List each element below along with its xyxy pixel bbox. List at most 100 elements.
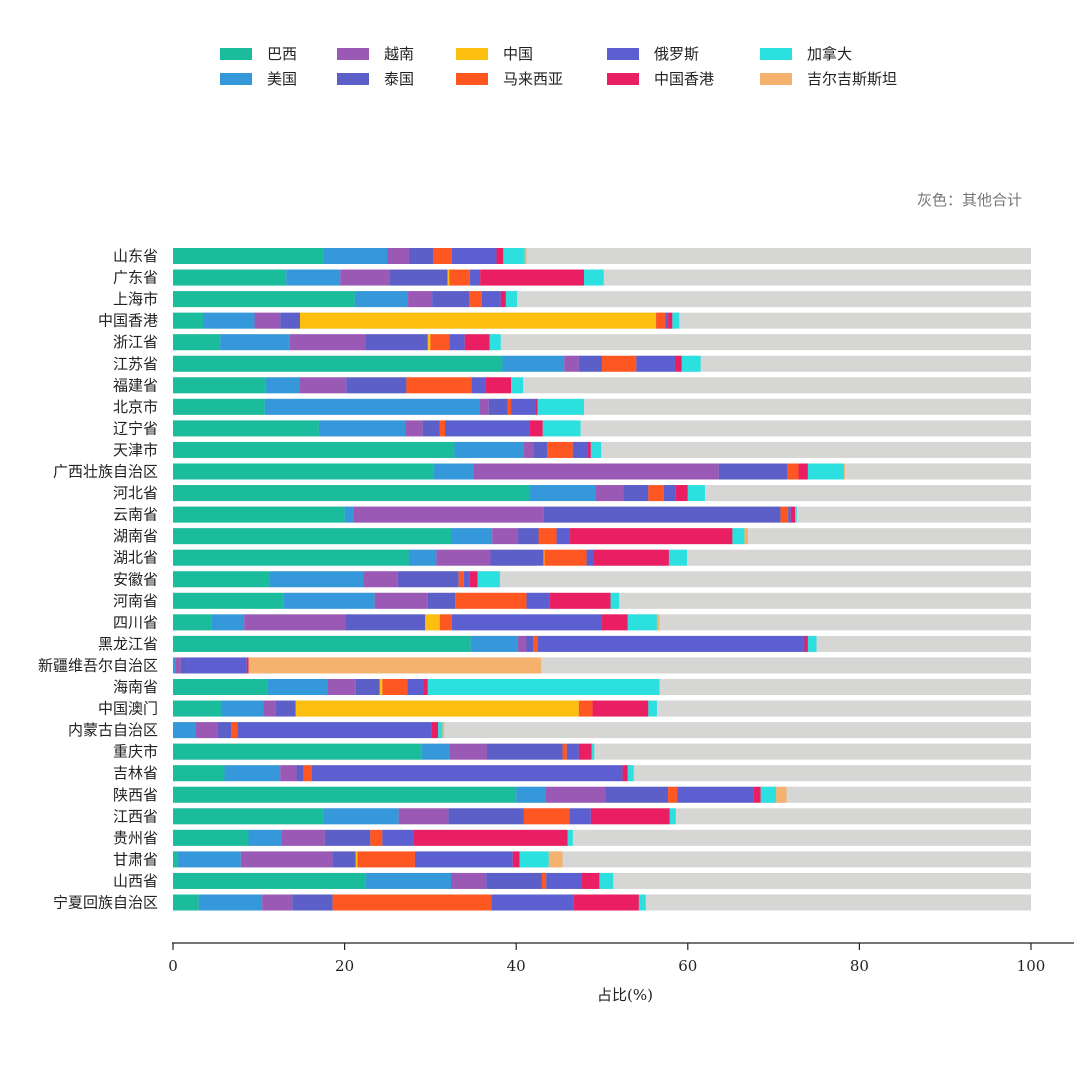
bar-row-19	[173, 635, 1031, 652]
legend-swatch	[760, 48, 792, 60]
bar-segment-9	[505, 291, 518, 308]
bar-segment-4	[623, 485, 649, 502]
bar-segment-2	[516, 786, 546, 803]
bar-segment-2	[470, 635, 518, 652]
bar-segment-1	[173, 291, 355, 308]
legend-swatch	[456, 73, 488, 85]
legend-label: 俄罗斯	[654, 45, 699, 63]
legend-label: 吉尔吉斯斯坦	[807, 70, 897, 88]
bar-segment-9	[681, 355, 701, 372]
bar-segment-6	[432, 248, 452, 264]
bar-segment-5	[355, 851, 358, 868]
x-tick-label: 60	[678, 957, 697, 975]
bar-segment-1	[173, 269, 287, 286]
bar-row-12	[173, 485, 1031, 502]
bar-segment-1	[173, 549, 409, 566]
bar-segment-9	[807, 463, 844, 480]
bar-segment-2	[220, 334, 290, 351]
bar-segment-3	[564, 355, 579, 372]
category-label: 天津市	[113, 441, 158, 459]
bar-segment-8	[578, 743, 592, 760]
bar-segment-3	[353, 506, 544, 523]
bar-segment-4	[365, 334, 428, 351]
bar-row-7	[173, 377, 1031, 394]
bar-row-28	[173, 829, 1031, 846]
bar-segment-3	[195, 722, 218, 739]
bar-row-26	[173, 786, 1031, 803]
bar-segment-6	[780, 506, 789, 523]
category-label: 湖南省	[113, 527, 158, 545]
bar-segment-7	[471, 377, 486, 394]
bar-row-5	[173, 334, 1031, 351]
bar-segment-1	[173, 851, 178, 868]
bar-segment-2	[454, 441, 524, 458]
bar-segment-3	[240, 851, 333, 868]
bar-segment-6	[547, 441, 573, 458]
legend-item-1: 巴西	[220, 45, 297, 63]
bar-segment-3	[299, 377, 347, 394]
bar-segment-6	[406, 377, 472, 394]
bar-segment-3	[450, 872, 487, 889]
bar-row-21	[173, 679, 1031, 695]
bar-segment-2	[354, 291, 409, 308]
bar-segment-5	[427, 334, 431, 351]
bar-segment-7	[449, 334, 465, 351]
legend-label: 巴西	[267, 45, 297, 63]
bar-segment-7	[451, 614, 602, 631]
bar-segment-2	[324, 808, 399, 825]
bar-segment-8	[601, 614, 628, 631]
category-label: 河南省	[113, 592, 158, 610]
bar-segment-4	[397, 571, 459, 588]
bar-segment-1	[173, 355, 503, 372]
bar-segment-10	[843, 463, 845, 480]
bar-segment-8	[496, 248, 504, 264]
legend-swatch	[337, 73, 369, 85]
category-label: 上海市	[113, 290, 158, 308]
bar-segment-2	[318, 420, 406, 437]
category-label: 山东省	[113, 247, 158, 265]
category-label: 吉林省	[113, 764, 158, 782]
bar-segment-9	[648, 700, 657, 717]
bar-segment-8	[485, 377, 512, 394]
bar-segment-4	[448, 808, 524, 825]
bar-segment-6	[656, 312, 666, 329]
bar-segment-5	[379, 679, 383, 695]
bar-segment-1	[173, 765, 225, 782]
bar-segment-9	[591, 743, 595, 760]
category-label: 北京市	[113, 398, 158, 416]
bar-segment-7	[556, 528, 570, 545]
bar-segment-7	[481, 291, 501, 308]
bar-row-10	[173, 441, 1031, 458]
category-label: 宁夏回族自治区	[53, 894, 158, 912]
legend-label: 马来西亚	[503, 70, 563, 88]
bar-segment-9	[668, 549, 687, 566]
bar-segment-4	[526, 635, 534, 652]
legend-label: 泰国	[384, 70, 414, 88]
bar-segment-7	[463, 571, 470, 588]
bar-segment-3	[263, 700, 276, 717]
bar-row-16	[173, 571, 1031, 588]
bar-segment-1	[173, 808, 325, 825]
bar-segment-5	[425, 614, 440, 631]
bar-segment-9	[519, 851, 549, 868]
bar-segment-3	[254, 312, 281, 329]
bar-segment-7	[526, 592, 550, 609]
legend-label: 美国	[267, 70, 297, 88]
bar-segment-4	[408, 248, 433, 264]
category-label: 海南省	[113, 678, 158, 696]
bar-segment-10	[548, 851, 563, 868]
category-label: 贵州省	[113, 829, 158, 847]
bar-segment-8	[423, 679, 428, 695]
bar-segment-8	[464, 334, 490, 351]
bar-segment-2	[177, 851, 241, 868]
legend-label: 加拿大	[807, 45, 852, 63]
bar-segment-9	[477, 571, 500, 588]
bar-segment-4	[292, 894, 333, 911]
bar-row-15	[173, 549, 1031, 566]
bar-segment-6	[648, 485, 664, 502]
category-labels: 山东省广东省上海市中国香港浙江省江苏省福建省北京市辽宁省天津市广西壮族自治区河北…	[38, 247, 158, 912]
bar-segment-7	[663, 485, 676, 502]
bar-segment-7	[311, 765, 623, 782]
category-label: 山西省	[113, 872, 158, 890]
bar-segment-4	[432, 291, 470, 308]
